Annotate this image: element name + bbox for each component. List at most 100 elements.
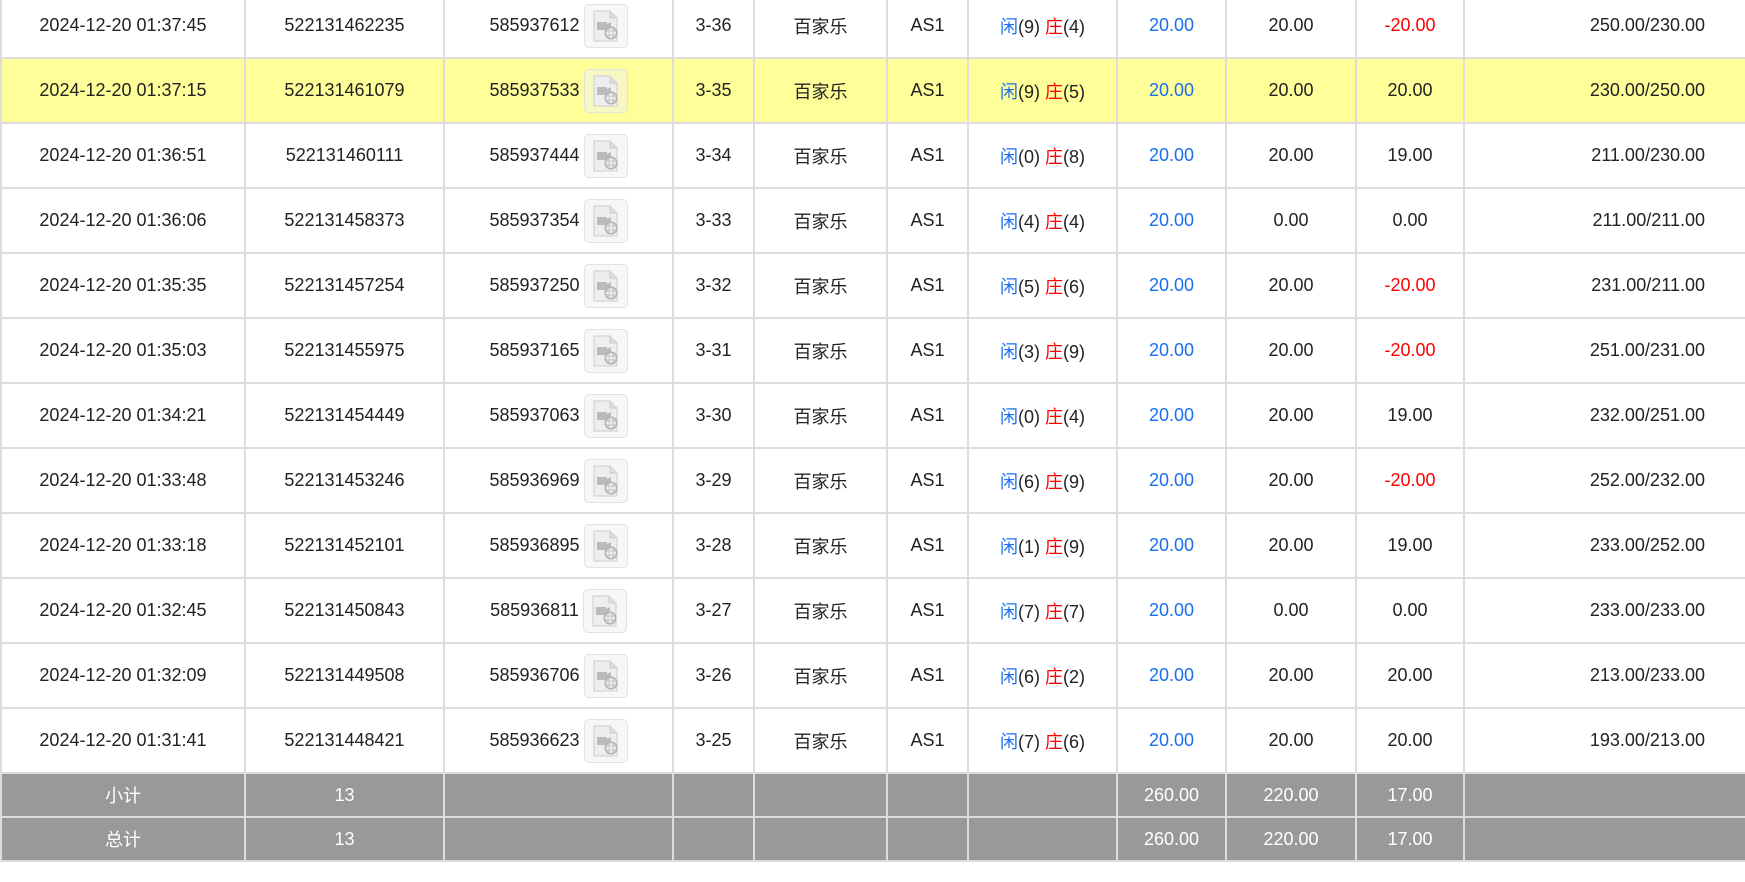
player-points: (9) [1017, 16, 1040, 37]
bet-time: 2024-12-20 01:37:15 [0, 57, 246, 124]
win-loss: -20.00 [1355, 317, 1465, 384]
win-loss: 20.00 [1355, 707, 1465, 774]
table-row: 2024-12-20 01:36:06 522131458373 5859373… [0, 187, 1745, 254]
banker-label: 庄 [1045, 341, 1063, 362]
video-replay-icon[interactable] [583, 393, 628, 438]
player-label: 闲 [999, 276, 1018, 297]
valid-bet: 20.00 [1225, 382, 1357, 449]
player-label: 闲 [999, 471, 1018, 492]
bet-id: 522131457254 [244, 252, 445, 319]
round-cell: 585936895 [443, 512, 674, 579]
bet-id: 522131460111 [244, 122, 445, 189]
table-row: 2024-12-20 01:33:18 522131452101 5859368… [0, 512, 1745, 579]
player-label: 闲 [999, 406, 1018, 427]
banker-points: (4) [1063, 16, 1085, 37]
table-code: AS1 [886, 0, 969, 59]
banker-points: (4) [1063, 406, 1085, 427]
bet-amount: 20.00 [1116, 447, 1227, 514]
shoe-round: 3-33 [672, 187, 755, 254]
table-row: 2024-12-20 01:32:09 522131449508 5859367… [0, 642, 1745, 709]
result: 闲(1) 庄(9) [967, 512, 1118, 579]
player-label: 闲 [999, 341, 1018, 362]
bet-id: 522131458373 [244, 187, 445, 254]
table-row: 2024-12-20 01:36:51 522131460111 5859374… [0, 122, 1745, 189]
win-loss: 20.00 [1355, 57, 1465, 124]
table-code: AS1 [886, 57, 969, 124]
player-points: (7) [1017, 601, 1040, 622]
result: 闲(0) 庄(8) [967, 122, 1118, 189]
banker-label: 庄 [1045, 536, 1063, 557]
valid-bet: 20.00 [1225, 447, 1357, 514]
banker-label: 庄 [1045, 731, 1063, 752]
bet-amount: 20.00 [1116, 512, 1227, 579]
video-replay-icon[interactable] [582, 588, 627, 633]
round-cell: 585936969 [443, 447, 674, 514]
bet-id: 522131453246 [244, 447, 445, 514]
shoe-round: 3-29 [672, 447, 755, 514]
round-cell: 585937612 [443, 0, 674, 59]
round-id: 585937533 [489, 79, 580, 100]
round-id: 585936706 [489, 664, 580, 685]
game-name: 百家乐 [753, 57, 888, 124]
table-code: AS1 [886, 512, 969, 579]
balance: 233.00/252.00 [1463, 512, 1745, 579]
bet-id: 522131455975 [244, 317, 445, 384]
video-replay-icon[interactable] [583, 3, 628, 48]
video-replay-icon[interactable] [583, 68, 628, 113]
video-replay-icon[interactable] [583, 718, 628, 763]
round-id: 585936811 [490, 599, 579, 620]
bet-id: 522131462235 [244, 0, 445, 59]
table-code: AS1 [886, 317, 969, 384]
player-label: 闲 [999, 211, 1018, 232]
table-code: AS1 [886, 382, 969, 449]
table-code: AS1 [886, 122, 969, 189]
table-row: 2024-12-20 01:35:35 522131457254 5859372… [0, 252, 1745, 319]
bet-id: 522131449508 [244, 642, 445, 709]
total-valid: 220.00 [1225, 816, 1357, 862]
banker-label: 庄 [1045, 146, 1063, 167]
balance: 211.00/230.00 [1463, 122, 1745, 189]
video-replay-icon[interactable] [583, 653, 628, 698]
bet-id: 522131448421 [244, 707, 445, 774]
valid-bet: 20.00 [1225, 57, 1357, 124]
bet-amount: 20.00 [1116, 317, 1227, 384]
banker-label: 庄 [1045, 81, 1063, 102]
game-name: 百家乐 [753, 122, 888, 189]
win-loss: 19.00 [1355, 512, 1465, 579]
round-cell: 585937165 [443, 317, 674, 384]
video-replay-icon[interactable] [583, 263, 628, 308]
player-label: 闲 [999, 536, 1018, 557]
valid-bet: 20.00 [1225, 317, 1357, 384]
bet-time: 2024-12-20 01:33:18 [0, 512, 246, 579]
shoe-round: 3-31 [672, 317, 755, 384]
round-cell: 585937533 [443, 57, 674, 124]
bet-amount: 20.00 [1116, 642, 1227, 709]
game-name: 百家乐 [753, 642, 888, 709]
video-replay-icon[interactable] [583, 523, 628, 568]
video-replay-icon[interactable] [583, 458, 628, 503]
bet-amount: 20.00 [1116, 122, 1227, 189]
win-loss: 0.00 [1355, 577, 1465, 644]
round-cell: 585937250 [443, 252, 674, 319]
video-replay-icon[interactable] [583, 328, 628, 373]
table-row: 2024-12-20 01:35:03 522131455975 5859371… [0, 317, 1745, 384]
round-cell: 585936623 [443, 707, 674, 774]
video-replay-icon[interactable] [583, 133, 628, 178]
win-loss: 20.00 [1355, 642, 1465, 709]
video-replay-icon[interactable] [583, 198, 628, 243]
bet-time: 2024-12-20 01:35:35 [0, 252, 246, 319]
table-code: AS1 [886, 252, 969, 319]
bet-time: 2024-12-20 01:34:21 [0, 382, 246, 449]
bet-id: 522131450843 [244, 577, 445, 644]
round-id: 585937354 [489, 209, 580, 230]
player-label: 闲 [999, 666, 1018, 687]
balance: 230.00/250.00 [1463, 57, 1745, 124]
valid-bet: 20.00 [1225, 512, 1357, 579]
game-name: 百家乐 [753, 382, 888, 449]
bet-time: 2024-12-20 01:31:41 [0, 707, 246, 774]
win-loss: 0.00 [1355, 187, 1465, 254]
banker-points: (6) [1063, 731, 1085, 752]
player-points: (7) [1017, 731, 1040, 752]
shoe-round: 3-36 [672, 0, 755, 59]
balance: 211.00/211.00 [1463, 187, 1745, 254]
